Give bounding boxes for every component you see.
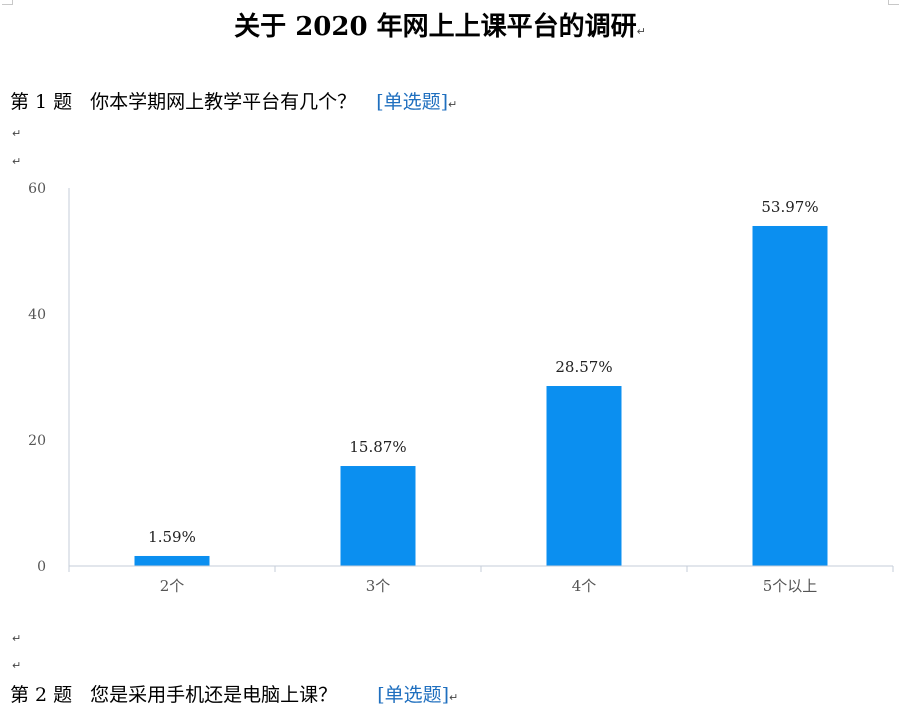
y-tick-label: 40 [28, 307, 46, 323]
bar [546, 386, 622, 566]
document-title-text: 关于 2020 年网上上课平台的调研 [234, 12, 637, 42]
document-title: 关于 2020 年网上上课平台的调研↵ [0, 6, 880, 43]
y-tick-label: 20 [28, 433, 46, 449]
x-tick-label: 4个 [572, 577, 597, 595]
x-tick-label: 3个 [366, 577, 391, 595]
paragraph-mark: ↵ [448, 98, 458, 111]
paragraph-mark: ↵ [449, 691, 459, 704]
question-1: 第 1 题你本学期网上教学平台有几个？ [单选题]↵ [10, 87, 457, 114]
question-1-number: 第 1 题 [10, 91, 73, 113]
y-tick-label: 60 [28, 181, 46, 197]
question-2-type: [单选题] [377, 684, 450, 706]
data-label: 28.57% [555, 358, 612, 376]
paragraph-mark: ↵ [12, 155, 22, 168]
x-tick-label: 2个 [160, 577, 185, 595]
bar [134, 555, 210, 566]
x-tick-label: 5个以上 [763, 577, 818, 595]
data-label: 53.97% [761, 198, 818, 216]
margin-corner-left [2, 0, 13, 5]
question-1-type: [单选题] [376, 91, 449, 113]
data-label: 15.87% [349, 438, 406, 456]
question-2-number: 第 2 题 [10, 684, 73, 706]
paragraph-mark: ↵ [12, 659, 22, 672]
question-2-text: 您是采用手机还是电脑上课？ [90, 684, 338, 706]
y-tick-label: 0 [37, 559, 46, 575]
question-2: 第 2 题您是采用手机还是电脑上课？ [单选题]↵ [10, 680, 458, 707]
data-label: 1.59% [148, 528, 196, 546]
paragraph-mark: ↵ [12, 127, 22, 140]
bar [752, 225, 828, 566]
question-1-text: 你本学期网上教学平台有几个？ [90, 91, 357, 113]
bar-chart: 0 20 40 60 1.59% 15.87% 28.57% 53.97% 2个 3个 4个 5个… [28, 181, 894, 595]
paragraph-mark: ↵ [636, 25, 646, 38]
paragraph-mark: ↵ [12, 632, 22, 645]
margin-corner-right [888, 0, 899, 5]
bar [340, 466, 416, 566]
